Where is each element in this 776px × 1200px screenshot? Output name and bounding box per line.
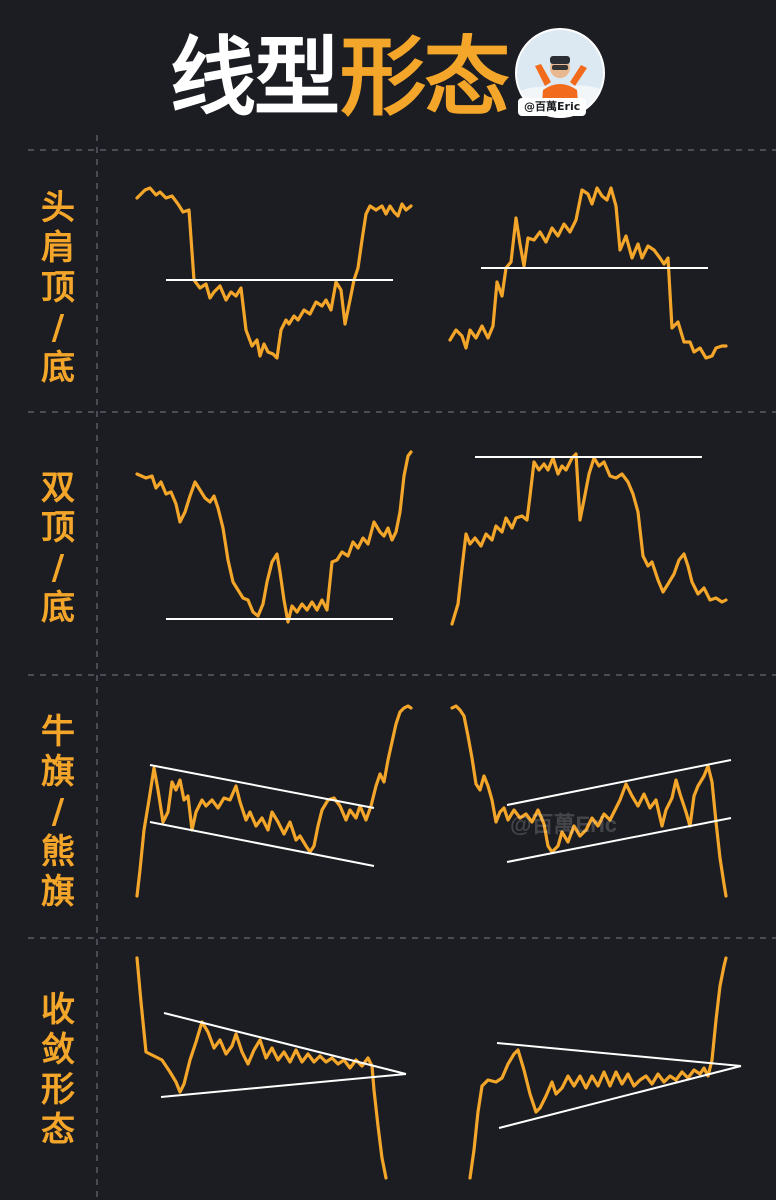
price-line bbox=[448, 186, 728, 360]
label-char: / bbox=[51, 308, 65, 348]
label-char: / bbox=[51, 548, 65, 588]
price-line bbox=[450, 452, 728, 626]
flag-lower-line bbox=[506, 817, 732, 863]
flag-upper-line bbox=[149, 764, 375, 809]
label-char: / bbox=[51, 792, 65, 832]
convergence-down-pattern bbox=[135, 956, 407, 1180]
row-label-head-shoulders: 头 肩 顶 / 底 bbox=[30, 188, 86, 388]
author-tag: @百萬Eric bbox=[518, 98, 587, 116]
label-char: 形 bbox=[41, 1070, 75, 1110]
label-char: 底 bbox=[41, 348, 75, 388]
row-label-convergence: 收 敛 形 态 bbox=[30, 990, 86, 1150]
label-char: 旗 bbox=[41, 872, 75, 912]
converging-lower-line bbox=[498, 1065, 742, 1129]
label-char: 态 bbox=[41, 1110, 75, 1150]
flag-upper-line bbox=[506, 759, 732, 806]
label-char: 肩 bbox=[41, 228, 75, 268]
label-char: 熊 bbox=[41, 832, 75, 872]
converging-upper-line bbox=[496, 1042, 742, 1067]
row-label-flags: 牛 旗 / 熊 旗 bbox=[30, 712, 86, 912]
label-char: 收 bbox=[41, 990, 75, 1030]
bull-flag-pattern bbox=[135, 704, 413, 898]
head-shoulders-bottom-pattern bbox=[135, 186, 413, 360]
double-bottom-pattern bbox=[135, 450, 413, 624]
label-char: 头 bbox=[41, 188, 75, 228]
label-char: 牛 bbox=[41, 712, 75, 752]
title-white-text: 线型 bbox=[170, 28, 340, 128]
page-title: 线型 形态 bbox=[0, 12, 776, 132]
label-char: 底 bbox=[41, 588, 75, 628]
label-char: 顶 bbox=[41, 268, 75, 308]
label-char: 双 bbox=[41, 468, 75, 508]
price-line bbox=[135, 186, 413, 360]
double-top-pattern bbox=[450, 452, 728, 626]
converging-upper-line bbox=[163, 1012, 407, 1075]
price-line bbox=[135, 956, 388, 1180]
label-char: 旗 bbox=[41, 752, 75, 792]
watermark: @百萬Eric bbox=[510, 812, 617, 837]
author-tag-text: @百萬Eric bbox=[524, 100, 581, 113]
bear-flag-pattern bbox=[450, 704, 732, 898]
row-label-double-top: 双 顶 / 底 bbox=[30, 468, 86, 628]
head-shoulders-top-pattern bbox=[448, 186, 728, 360]
convergence-up-pattern bbox=[468, 956, 742, 1180]
converging-lower-line bbox=[160, 1073, 407, 1098]
price-line bbox=[135, 704, 413, 898]
price-line bbox=[135, 450, 413, 624]
flag-lower-line bbox=[149, 821, 375, 867]
label-char: 顶 bbox=[41, 508, 75, 548]
price-line bbox=[450, 704, 728, 898]
title-orange-text: 形态 bbox=[340, 28, 510, 128]
price-line bbox=[468, 956, 728, 1180]
label-char: 敛 bbox=[41, 1030, 75, 1070]
